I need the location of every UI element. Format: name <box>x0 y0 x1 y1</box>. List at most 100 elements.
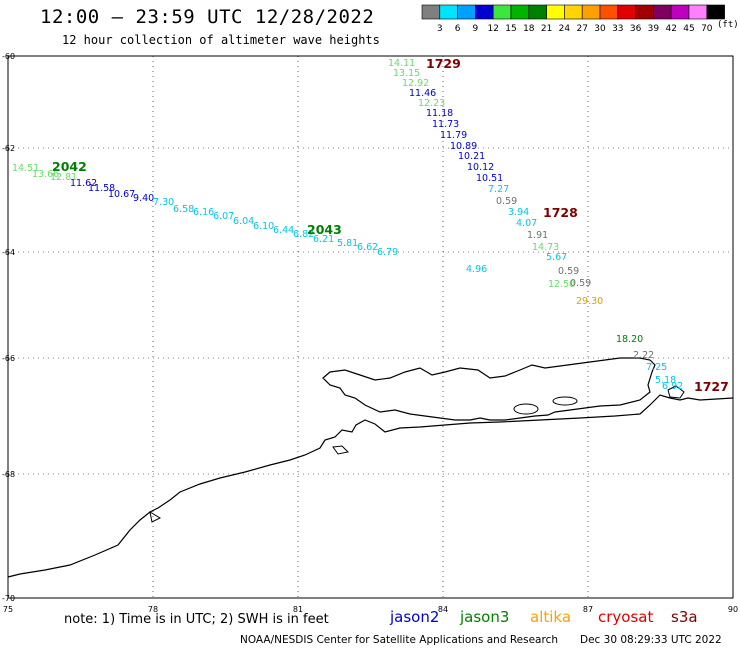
lat-lon-grid <box>8 56 733 598</box>
swh-value-label: 11.79 <box>440 130 467 141</box>
page-subtitle: 12 hour collection of altimeter wave hei… <box>62 33 380 47</box>
swh-value-label: 11.46 <box>409 88 436 99</box>
colorbar-swatch <box>528 4 547 20</box>
swh-value-label: 9.40 <box>133 193 154 204</box>
swh-value-label: 29.30 <box>576 296 603 307</box>
lat-label: -62 <box>2 144 15 153</box>
colorbar-swatch <box>421 4 441 20</box>
colorbar-swatch <box>546 4 565 20</box>
colorbar-swatch <box>635 4 654 20</box>
colorbar-tick-label: 39 <box>648 24 660 34</box>
swh-value-label: 6.62 <box>357 242 378 253</box>
page-title: 12:00 – 23:59 UTC 12/28/2022 <box>40 6 375 28</box>
legend-jason3: jason3 <box>460 608 510 626</box>
colorbar-tick-label: 12 <box>487 24 498 34</box>
swh-value-label: 14.51 <box>12 163 39 174</box>
pass-labels: 2042 2043 1729 1728 1727 <box>52 56 729 394</box>
map-border <box>7 55 734 599</box>
swh-value-label: 10.12 <box>467 162 494 173</box>
swh-value-label: 14.73 <box>532 242 559 253</box>
swh-value-label: 6.58 <box>173 204 194 215</box>
footer-credit: NOAA/NESDIS Center for Satellite Applica… <box>240 634 558 646</box>
swh-value-label: 12.92 <box>402 78 429 89</box>
pass-number-label: 2042 <box>52 159 87 174</box>
swh-value-label: 10.67 <box>108 189 135 200</box>
swh-value-label: 10.21 <box>458 151 485 162</box>
swh-value-label: 10.51 <box>476 173 503 184</box>
lon-label: 78 <box>148 605 158 614</box>
legend-s3a: s3a <box>671 608 698 626</box>
swh-value-label: 0.59 <box>558 266 579 277</box>
lon-label: 87 <box>583 605 593 614</box>
swh-value-label: 6.82 <box>293 229 314 240</box>
legend-jason2: jason2 <box>390 608 440 626</box>
footer-note: note: 1) Time is in UTC; 2) SWH is in fe… <box>64 612 329 627</box>
map-frame <box>7 55 734 599</box>
colorbar-tick-label: 45 <box>683 24 694 34</box>
swh-value-label: 0.59 <box>570 278 591 289</box>
swh-value-label: 7.27 <box>488 184 509 195</box>
island-outline <box>149 510 162 523</box>
colorbar-swatch <box>510 4 530 20</box>
swh-value-label: 6.92 <box>662 381 683 392</box>
island-outline <box>513 403 539 415</box>
lat-label: -66 <box>2 354 15 363</box>
swh-value-label: 14.11 <box>388 58 415 69</box>
swh-value-label: 4.96 <box>466 264 487 275</box>
lon-label: 81 <box>293 605 303 614</box>
axis-labels: -60 -62 -64 -66 -68 -70 75 78 81 84 87 90 <box>2 52 738 614</box>
lat-label: -60 <box>2 52 15 61</box>
colorbar-tick-label: 9 <box>473 24 479 34</box>
colorbar-tick-label: 36 <box>630 24 642 34</box>
swh-value-label: 6.10 <box>253 221 274 232</box>
swh-value-label: 5.81 <box>337 238 358 249</box>
wave-height-observations: 14.5113.6612.8111.6211.5810.679.407.306.… <box>12 58 683 392</box>
swh-value-label: 0.59 <box>496 196 517 207</box>
colorbar-swatch <box>688 4 708 20</box>
swh-value-label: 6.04 <box>233 216 254 227</box>
pass-number-label: 1728 <box>543 205 578 220</box>
swh-value-label: 12.50 <box>548 279 575 290</box>
colorbar-swatch <box>653 4 672 20</box>
colorbar-tick-label: 30 <box>594 24 606 34</box>
colorbar-swatch <box>581 4 601 20</box>
colorbar-swatch <box>564 4 583 20</box>
legend-altika: altika <box>530 608 572 626</box>
swh-value-label: 4.07 <box>516 218 537 229</box>
swh-value-label: 18.20 <box>616 334 643 345</box>
footer-timestamp: Dec 30 08:29:33 UTC 2022 <box>580 634 722 646</box>
colorbar-swatch <box>475 4 494 20</box>
colorbar-swatch <box>439 4 458 20</box>
colorbar-tick-label: 6 <box>455 24 461 34</box>
colorbar-tick-label: 70 <box>701 24 713 34</box>
colorbar-swatch <box>617 4 636 20</box>
coastline-main <box>7 394 734 578</box>
swh-value-label: 6.16 <box>193 207 214 218</box>
swh-value-label: 2.22 <box>633 350 654 361</box>
lat-label: -64 <box>2 248 15 257</box>
colorbar-tick-label: 3 <box>437 24 443 34</box>
colorbar-tick-label: 42 <box>665 24 676 34</box>
color-legend: 3 6 9 12 15 18 21 24 27 30 33 36 39 42 45 70 <box>421 4 725 34</box>
swh-value-label: 11.62 <box>70 178 97 189</box>
colorbar-tick-label: 15 <box>505 24 516 34</box>
island-outline <box>552 396 578 406</box>
swh-value-label: 11.18 <box>426 108 453 119</box>
swh-value-label: 11.58 <box>88 183 115 194</box>
colorbar-tick-label: 18 <box>523 24 535 34</box>
colorbar-swatch <box>670 4 690 20</box>
swh-value-label: 6.07 <box>213 211 234 222</box>
lat-label: -70 <box>2 594 15 603</box>
coastline <box>7 357 734 578</box>
swh-value-label: 11.73 <box>432 119 459 130</box>
swh-value-label: 5.67 <box>546 252 567 263</box>
swh-value-label: 3.94 <box>508 207 529 218</box>
lat-label: -68 <box>2 470 15 479</box>
lon-label: 90 <box>728 605 738 614</box>
lon-label: 75 <box>3 605 13 614</box>
swh-value-label: 10.89 <box>450 141 477 152</box>
pass-number-label: 2043 <box>307 222 342 237</box>
island-outline <box>332 445 350 455</box>
colorbar-swatch <box>457 4 476 20</box>
swh-value-label: 6.44 <box>273 225 294 236</box>
